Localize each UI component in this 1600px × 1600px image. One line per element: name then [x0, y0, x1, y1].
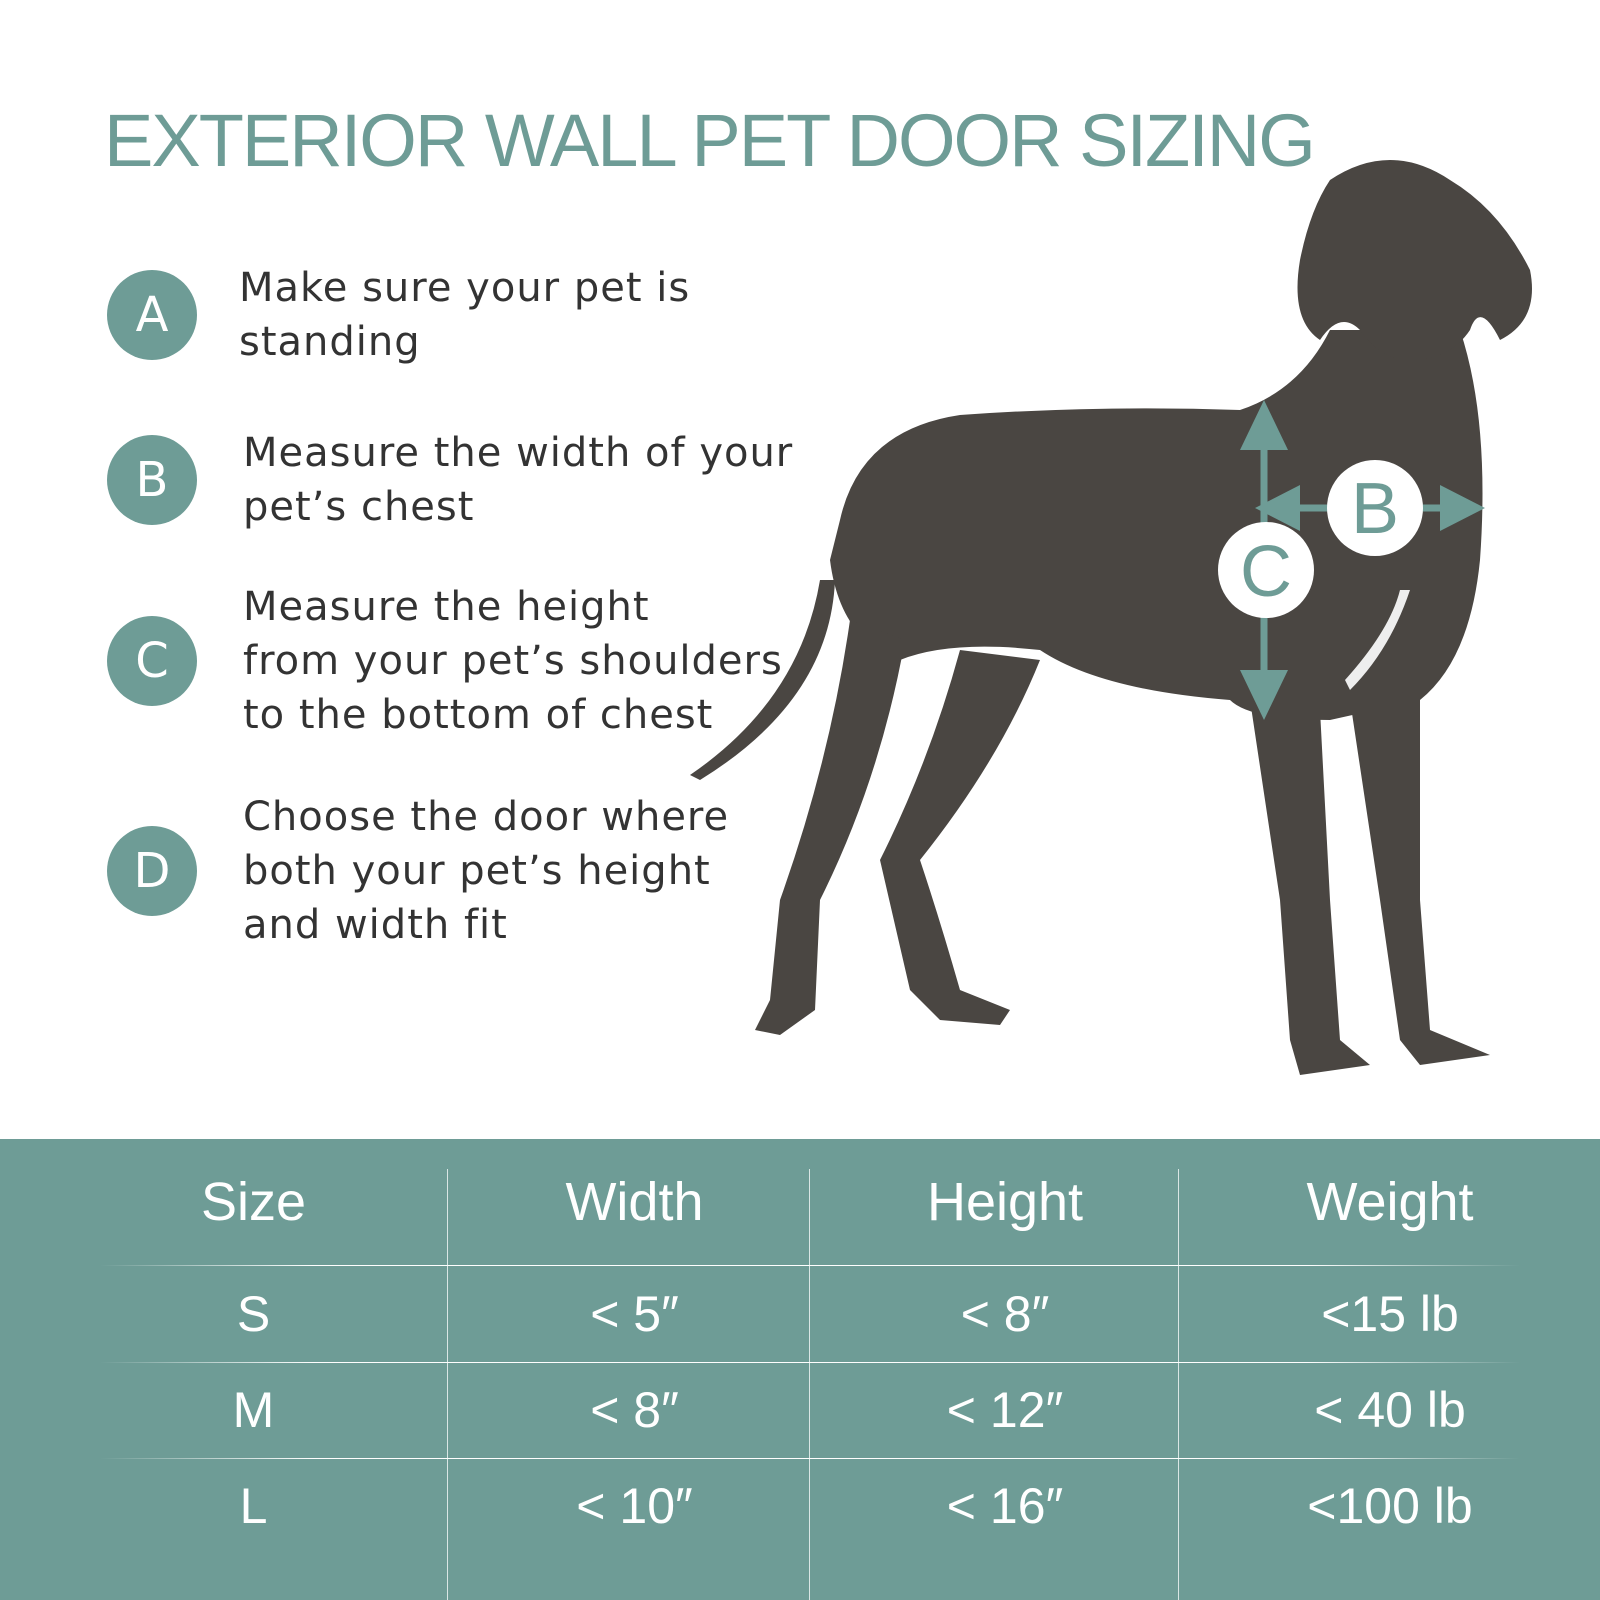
step-d: D Choose the door where both your pet’s …	[107, 790, 729, 952]
cell-weight: < 40 lb	[1314, 1382, 1466, 1438]
step-badge: C	[107, 616, 197, 706]
step-text: Measure the width of your pet’s chest	[243, 430, 794, 530]
header-size: Size	[200, 1172, 307, 1232]
table-row: S < 5″ < 8″ <15 lb	[0, 1265, 1600, 1362]
step-c: C Measure the height from your pet’s sho…	[107, 580, 783, 742]
table-row: M < 8″ < 12″ < 40 lb	[0, 1362, 1600, 1458]
header-weight: Weight	[1306, 1172, 1474, 1232]
cell-width: < 8″	[590, 1382, 679, 1438]
header-height: Height	[926, 1172, 1084, 1232]
cell-size: S	[236, 1285, 271, 1342]
marker-b-label: B	[1351, 469, 1399, 549]
step-b: B Measure the width of your pet’s chest	[107, 426, 793, 534]
marker-b: B	[1327, 460, 1423, 556]
table-header-row: Size Width Height Weight	[0, 1139, 1600, 1265]
step-badge: A	[107, 270, 197, 360]
dog-image: B C	[690, 160, 1532, 1075]
cell-height: < 16″	[946, 1478, 1064, 1534]
step-text: Measure the height from your pet’s shoul…	[243, 584, 783, 738]
cell-height: < 12″	[946, 1382, 1064, 1438]
cell-weight: <100 lb	[1307, 1478, 1473, 1534]
step-text: Make sure your pet is standing	[239, 265, 691, 365]
sizing-table: Size Width Height Weight S < 5″ < 8″ <15…	[0, 1139, 1600, 1600]
step-badge: B	[107, 435, 197, 525]
cell-size: L	[239, 1478, 268, 1534]
marker-c-label: C	[1240, 532, 1292, 612]
cell-size: M	[232, 1382, 275, 1438]
cell-width: < 10″	[576, 1478, 693, 1534]
step-badge: D	[107, 826, 197, 916]
header-width: Width	[565, 1172, 704, 1232]
cell-height: < 8″	[960, 1285, 1050, 1342]
table-row: L < 10″ < 16″ <100 lb	[0, 1458, 1600, 1554]
page-title: EXTERIOR WALL PET DOOR SIZING	[104, 99, 1316, 182]
step-a: A Make sure your pet is standing	[107, 261, 690, 369]
marker-c: C	[1218, 522, 1314, 618]
cell-width: < 5″	[590, 1285, 679, 1342]
cell-weight: <15 lb	[1321, 1285, 1459, 1342]
step-text: Choose the door where both your pet’s he…	[243, 794, 730, 948]
